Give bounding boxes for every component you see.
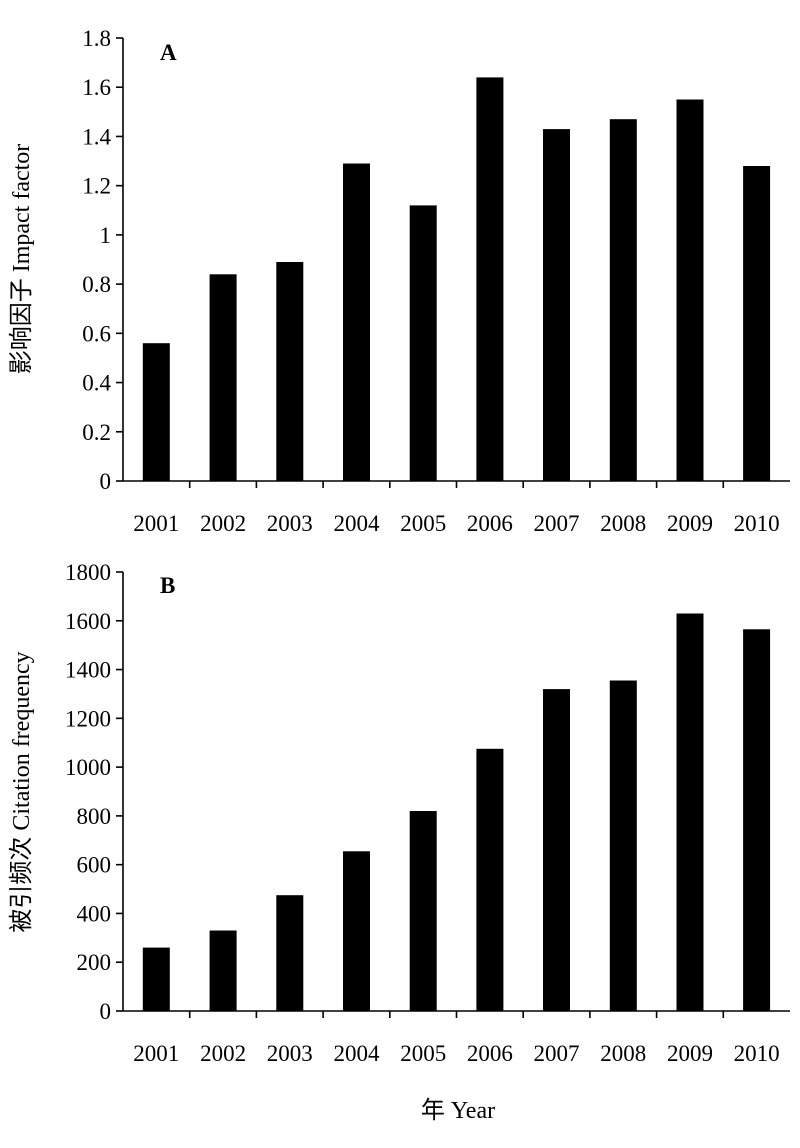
- panel-a-x-tick-label: 2009: [667, 511, 713, 536]
- panel-a-y-tick-label: 0.8: [82, 272, 111, 297]
- panel-b-y-axis-title: 被引频次 Citation frequency: [8, 651, 35, 932]
- panel-b-y-tick-label: 1600: [65, 609, 111, 634]
- panel-b-x-tick-label: 2009: [667, 1041, 713, 1066]
- panel-b-y-tick-label: 1000: [65, 755, 111, 780]
- panel-b-bar-2005: [409, 811, 437, 1011]
- x-axis-title: 年 Year: [421, 1097, 495, 1124]
- panel-b-y-tick-label: 200: [77, 950, 112, 975]
- panel-a-y-tick-label: 0.2: [82, 420, 111, 445]
- panel-a-y-tick-label: 1.6: [82, 75, 111, 100]
- panel-a-x-tick-label: 2002: [200, 511, 246, 536]
- panel-a: 0 0.2 0.4 0.6 0.8 1 1.2 1.4 1.6 1.8 2001 2002 2003 20…: [8, 26, 790, 536]
- panel-b-bar-2007: [543, 689, 570, 1011]
- panel-a-y-tick-label: 0.4: [82, 371, 111, 396]
- panel-b-y-tick-label: 600: [77, 853, 112, 878]
- panel-a-label: A: [160, 40, 177, 65]
- panel-a-y-tick-label: 1.8: [82, 26, 111, 51]
- panel-b-bar-2006: [476, 748, 504, 1011]
- panel-a-bar-2009: [676, 99, 704, 481]
- panel-b-y-tick-label: 0: [100, 999, 112, 1024]
- panel-a-bar-2003: [276, 262, 304, 481]
- panel-a-y-tick-label: 1.4: [82, 124, 111, 149]
- panel-a-bar-2007: [543, 129, 570, 481]
- panel-b-x-tick-label: 2010: [734, 1041, 780, 1066]
- panel-a-x-tick-label: 2003: [267, 511, 313, 536]
- panel-b-y-tick-label: 1200: [65, 706, 111, 731]
- panel-b-x-tick-label: 2008: [600, 1041, 646, 1066]
- panel-b-bar-2003: [276, 895, 304, 1011]
- panel-b-y-tick-label: 800: [77, 804, 112, 829]
- panel-b-bar-2001: [142, 947, 170, 1011]
- panel-a-bar-2008: [609, 119, 637, 481]
- panel-b-x-tick-label: 2002: [200, 1041, 246, 1066]
- panel-b-bar-2004: [343, 851, 370, 1011]
- panel-b-x-tick-label: 2005: [400, 1041, 446, 1066]
- panel-b-bar-2002: [209, 930, 237, 1011]
- panel-b-y-tick-label: 1400: [65, 658, 111, 683]
- panel-a-x-tick-label: 2006: [467, 511, 513, 536]
- panel-b-label: B: [160, 573, 175, 598]
- panel-a-bar-2001: [142, 343, 170, 481]
- panel-a-bar-2002: [209, 274, 237, 481]
- panel-a-x-tick-label: 2010: [734, 511, 780, 536]
- panel-a-bar-2004: [343, 163, 370, 481]
- panel-a-bar-2006: [476, 77, 504, 482]
- panel-b-x-tick-label: 2004: [334, 1041, 381, 1066]
- panel-b-bar-2010: [743, 629, 771, 1011]
- panel-a-y-tick-label: 0.6: [82, 321, 111, 346]
- panel-b-x-tick-label: 2001: [133, 1041, 179, 1066]
- panel-b-bar-2008: [609, 680, 637, 1011]
- panel-a-y-tick-label: 0: [100, 469, 112, 494]
- panel-a-x-tick-label: 2001: [133, 511, 179, 536]
- panel-a-x-tick-label: 2008: [600, 511, 646, 536]
- panel-b-x-tick-label: 2006: [467, 1041, 513, 1066]
- panel-b-bar-2009: [676, 613, 704, 1011]
- panel-b-x-tick-label: 2007: [534, 1041, 580, 1066]
- panel-a-bar-2005: [409, 205, 437, 481]
- panel-a-x-tick-label: 2005: [400, 511, 446, 536]
- panel-a-x-tick-label: 2004: [334, 511, 381, 536]
- panel-b-y-tick-label: 400: [77, 901, 112, 926]
- panel-a-bar-2010: [743, 166, 771, 481]
- panel-b-x-tick-label: 2003: [267, 1041, 313, 1066]
- panel-a-y-axis-title: 影响因子 Impact factor: [8, 144, 35, 375]
- panel-b: 0 200 400 600 800 1000 1200 1400 1600 1800 2001 200…: [8, 560, 790, 1066]
- panel-a-x-tick-label: 2007: [534, 511, 580, 536]
- panel-b-y-tick-label: 1800: [65, 560, 111, 585]
- panel-a-y-tick-label: 1.2: [82, 174, 111, 199]
- panel-a-y-tick-label: 1: [100, 223, 112, 248]
